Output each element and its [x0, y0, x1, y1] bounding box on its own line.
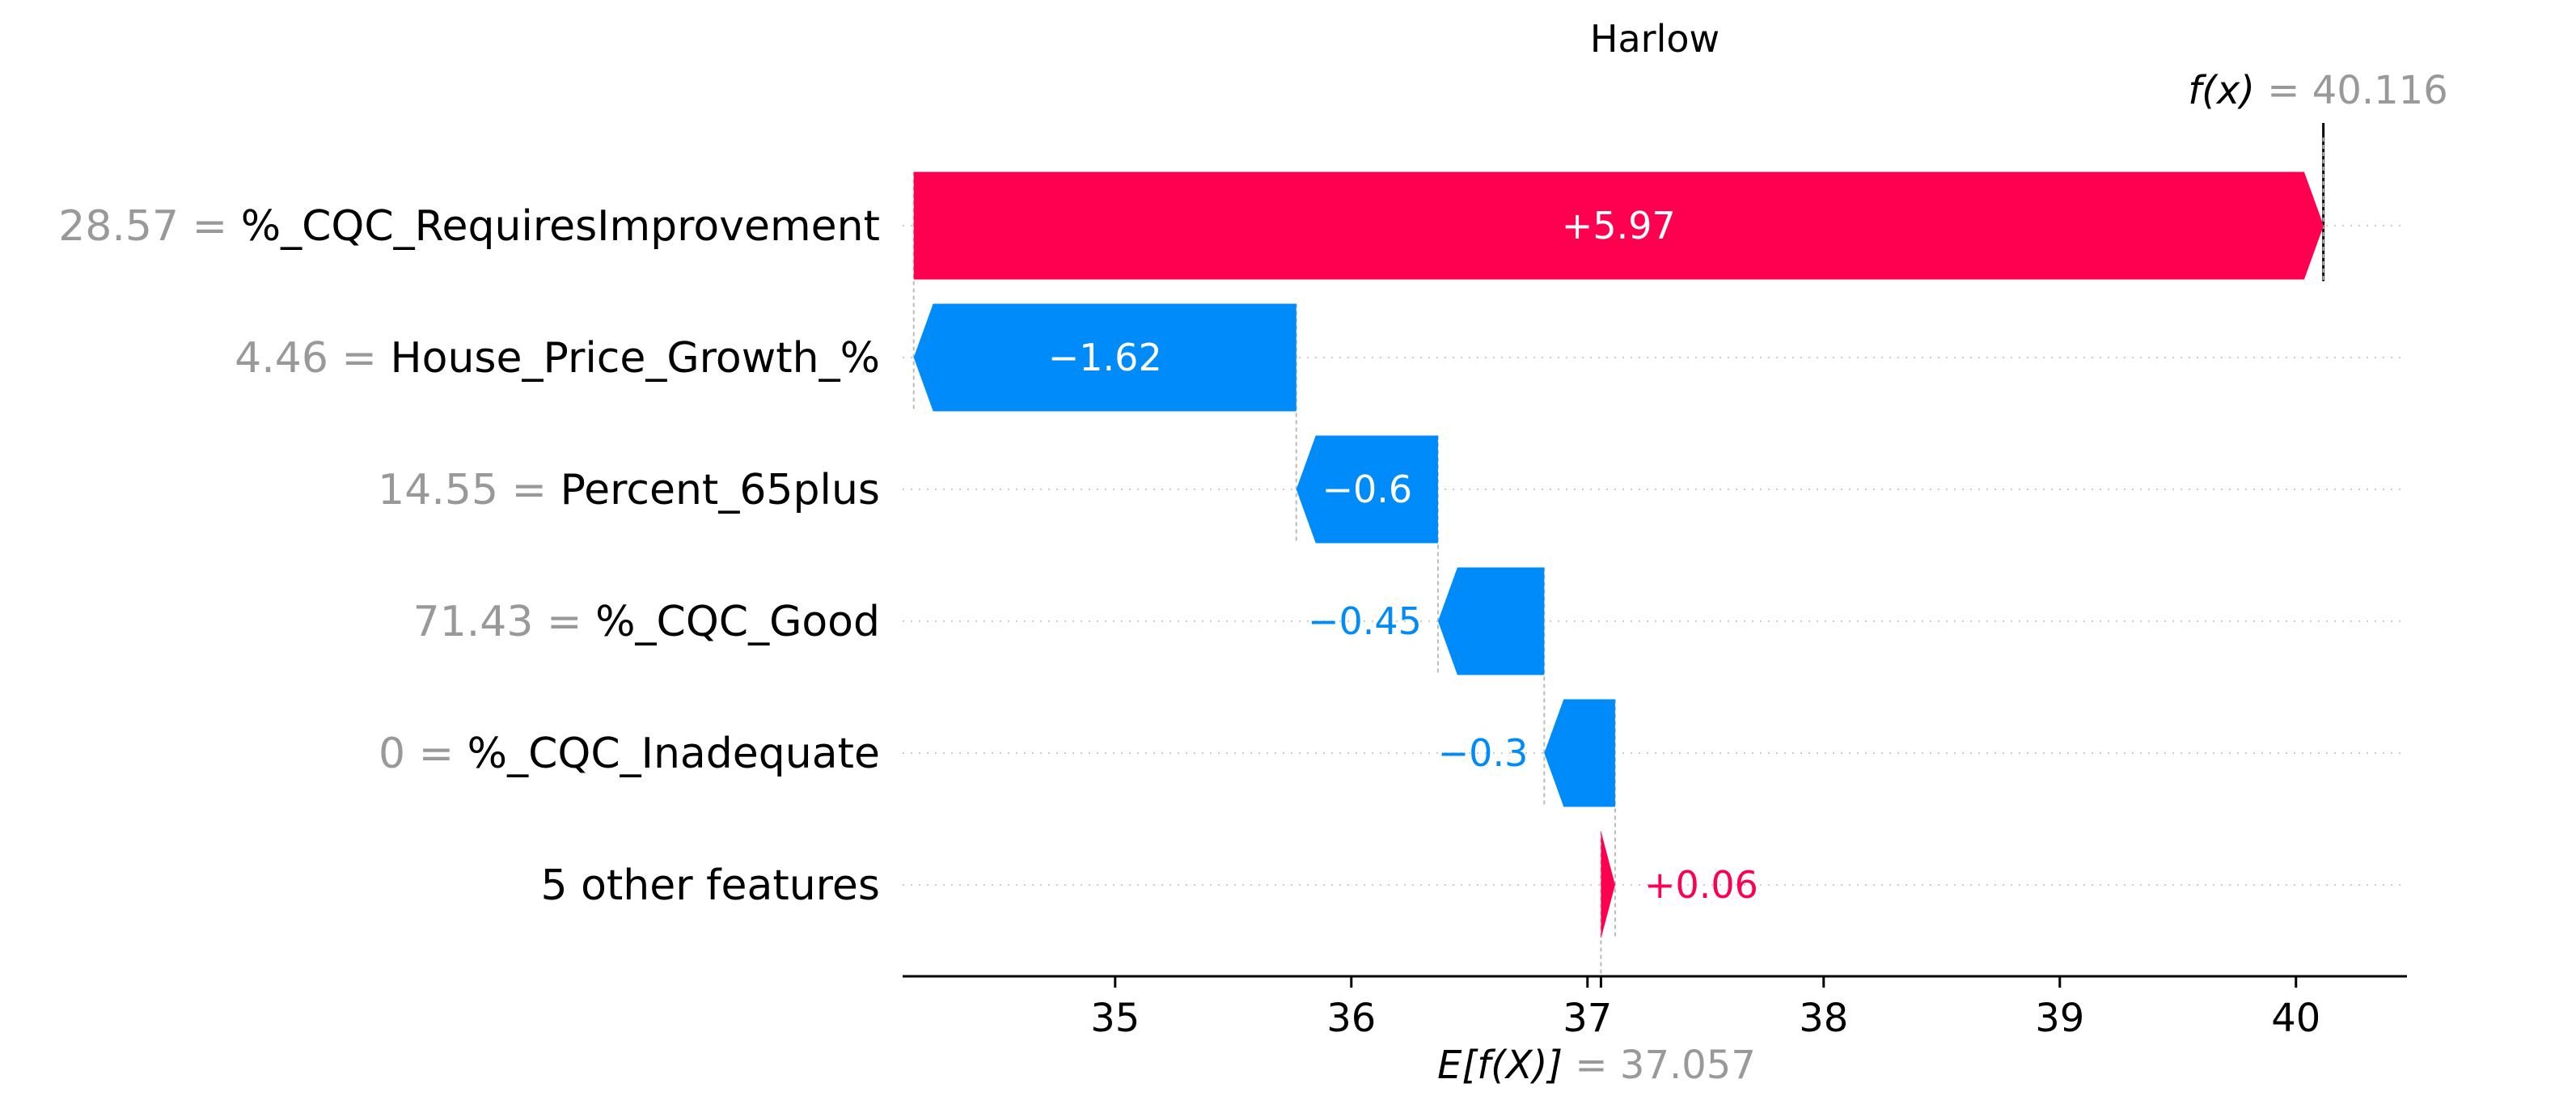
x-tick-label: 39: [2035, 996, 2084, 1041]
bars: [913, 171, 2324, 939]
positive-bar: [913, 171, 2324, 280]
x-tick-label: 36: [1326, 996, 1376, 1041]
bar-value-label: −1.62: [1048, 336, 1162, 379]
feature-label: 4.46 = House_Price_Growth_%: [235, 334, 880, 383]
x-tick-label: 35: [1090, 996, 1140, 1041]
base-label: E[f(X)]: [1437, 1043, 1563, 1088]
feature-name: %_CQC_Inadequate: [467, 730, 880, 778]
feature-value: 28.57 =: [58, 202, 241, 251]
x-tick-label: 37: [1563, 996, 1612, 1041]
fx-value: 40.116: [2312, 68, 2448, 113]
fx-annotation: f(x) = 40.116: [2188, 68, 2447, 113]
negative-bar: [1437, 567, 1545, 675]
x-tick-label: 38: [1799, 996, 1848, 1041]
feature-value: 71.43 =: [413, 598, 596, 646]
base-annotation: E[f(X)] = 37.057: [1437, 1043, 1756, 1088]
chart-title: Harlow: [1590, 17, 1719, 61]
bar-value-label: −0.6: [1322, 468, 1413, 511]
positive-bar: [1601, 831, 1615, 939]
feature-label: 5 other features: [540, 861, 880, 910]
negative-bar: [1544, 699, 1615, 807]
feature-label: 28.57 = %_CQC_RequiresImprovement: [58, 202, 880, 251]
bar-value-label: −0.3: [1438, 731, 1529, 775]
feature-name: %_CQC_Good: [595, 598, 880, 646]
bar-value-label: +5.97: [1562, 204, 1676, 248]
feature-label: 14.55 = Percent_65plus: [378, 466, 880, 514]
feature-value: 4.46 =: [235, 334, 390, 383]
fx-label: f(x): [2188, 68, 2255, 113]
feature-name: 5 other features: [540, 861, 880, 910]
x-axis: 35 36 37 38 39 40: [903, 975, 2407, 1041]
feature-value: 0 =: [379, 730, 467, 778]
bar-value-label: +0.06: [1644, 863, 1758, 907]
negative-bar: [1296, 435, 1438, 544]
feature-label: 71.43 = %_CQC_Good: [413, 598, 880, 646]
x-tick-label: 40: [2271, 996, 2320, 1041]
feature-name: House_Price_Growth_%: [391, 334, 880, 383]
bar-value-label: −0.45: [1308, 599, 1422, 643]
base-value: 37.057: [1620, 1043, 1756, 1088]
feature-name: %_CQC_RequiresImprovement: [241, 202, 880, 251]
negative-bar: [913, 303, 1296, 412]
feature-name: Percent_65plus: [560, 466, 880, 514]
feature-value: 14.55 =: [378, 466, 560, 514]
feature-labels: +5.97 28.57 = %_CQC_RequiresImprovement −1…: [58, 202, 1758, 910]
feature-label: 0 = %_CQC_Inadequate: [379, 730, 880, 778]
